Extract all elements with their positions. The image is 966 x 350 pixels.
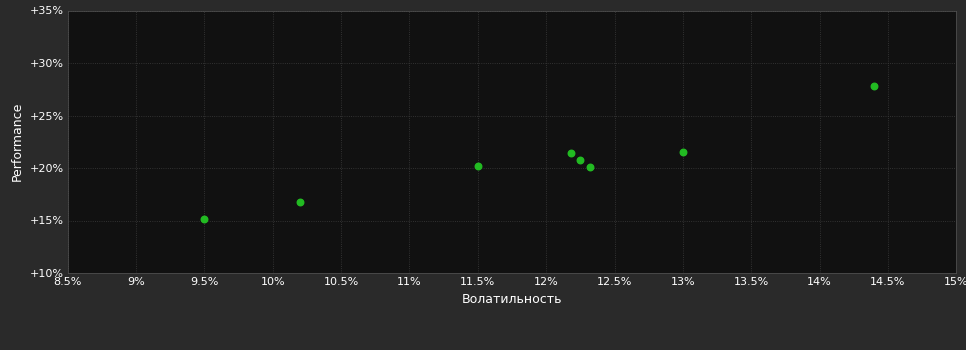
Point — [470, 163, 486, 169]
Point — [563, 150, 579, 156]
Point — [582, 164, 598, 170]
Point — [293, 199, 308, 204]
Point — [197, 217, 213, 222]
Point — [675, 149, 691, 155]
X-axis label: Волатильность: Волатильность — [462, 293, 562, 306]
Point — [867, 83, 882, 89]
Y-axis label: Performance: Performance — [11, 102, 24, 181]
Point — [573, 157, 588, 162]
